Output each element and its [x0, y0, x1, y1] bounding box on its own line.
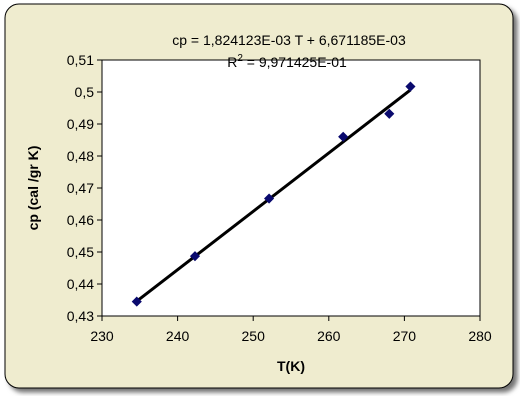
- plot-area: [101, 59, 481, 317]
- linear-trendline: [135, 88, 412, 303]
- trendline-group: [135, 88, 412, 303]
- y-tick-label: 0,49: [67, 116, 94, 132]
- y-tick-label: 0,46: [67, 212, 94, 228]
- data-points: [131, 81, 416, 307]
- y-tick-label: 0,5: [75, 84, 95, 100]
- y-tick-label: 0,48: [67, 148, 94, 164]
- data-point: [338, 131, 349, 142]
- r-squared-value: = 9,971425E-01: [243, 54, 347, 70]
- x-tick-label: 240: [166, 328, 190, 344]
- y-tick-label: 0,45: [67, 244, 94, 260]
- x-tick-label: 270: [393, 328, 417, 344]
- r-squared-letter: R: [227, 54, 237, 70]
- data-point: [405, 81, 416, 92]
- data-point: [384, 108, 395, 119]
- y-axis-title: cp (cal /gr K): [25, 146, 41, 231]
- x-tick-label: 250: [242, 328, 266, 344]
- x-axis-ticks: 230 240 250 260 270 280: [90, 316, 492, 344]
- x-axis-title: T(K): [277, 358, 305, 374]
- r-squared-annotation: R2 = 9,971425E-01: [227, 53, 347, 70]
- y-tick-label: 0,47: [67, 180, 94, 196]
- y-tick-label: 0,43: [67, 308, 94, 324]
- x-tick-label: 280: [468, 328, 492, 344]
- data-point: [131, 296, 142, 307]
- r-squared-exponent: 2: [237, 53, 243, 64]
- y-tick-label: 0,44: [67, 276, 94, 292]
- y-tick-label: 0,51: [67, 52, 94, 68]
- x-tick-label: 230: [90, 328, 114, 344]
- data-point: [189, 251, 201, 262]
- x-tick-label: 260: [317, 328, 341, 344]
- data-point: [264, 193, 275, 204]
- trendline-equation: cp = 1,824123E-03 T + 6,671185E-03: [172, 32, 406, 48]
- y-axis-ticks: 0,43 0,44 0,45 0,46 0,47 0,48 0,49 0,5 0,51: [67, 52, 102, 324]
